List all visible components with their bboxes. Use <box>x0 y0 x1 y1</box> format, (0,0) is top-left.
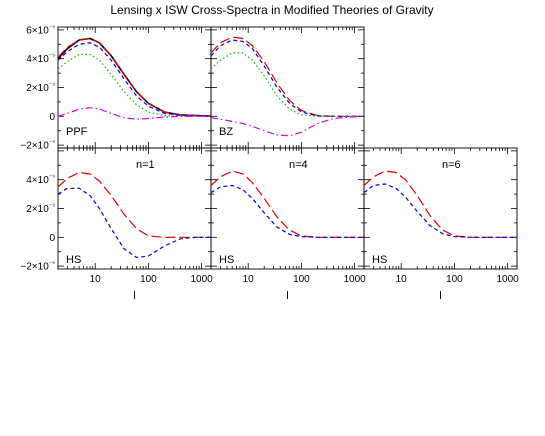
panel-n-label: n=4 <box>289 159 308 171</box>
series-line-red <box>363 170 517 238</box>
y-tick-label: 2×10⁻⁹ <box>26 203 55 215</box>
x-tick-label: 10 <box>243 274 255 285</box>
y-tick-label: 0 <box>49 233 55 244</box>
panel-n-label: n=6 <box>442 159 461 171</box>
panel-frame <box>363 147 518 270</box>
series-line-red <box>57 171 211 238</box>
series-line-red <box>57 37 212 117</box>
panel-label: HS <box>66 254 81 266</box>
x-tick-label: 1000 <box>497 274 520 285</box>
series-line-magenta <box>210 115 365 137</box>
series-line-blue <box>210 184 364 238</box>
x-tick-label: 100 <box>140 274 157 285</box>
panel-label: PPF <box>66 126 88 138</box>
panel-4: HS n=4 10 100 1000 l <box>210 147 367 302</box>
panel-2: BZ <box>210 26 365 149</box>
x-axis-label: l <box>286 290 288 302</box>
y-tick-label: 4×10⁻⁹ <box>26 53 55 65</box>
series-line-blue <box>57 187 211 259</box>
y-tick-label: 6×10⁻⁹ <box>26 24 55 36</box>
panel-frame <box>210 26 365 149</box>
figure-title: Lensing x ISW Cross-Spectra in Modified … <box>110 3 433 17</box>
panel-label: BZ <box>219 126 233 138</box>
panel-label: HS <box>372 254 387 266</box>
panel-3: HS n=1 10 100 1000 l 4×10⁻⁹ 2×10⁻⁹ 0 −2×10⁻⁹ <box>20 147 214 302</box>
series-line-red <box>210 36 364 117</box>
series-line-red <box>210 170 364 238</box>
series-line-magenta <box>57 107 211 120</box>
y-tick-label: 4×10⁻⁹ <box>26 174 55 186</box>
series-line-blue <box>57 42 212 117</box>
panel-frame <box>57 147 212 270</box>
panel-1: PPF 6×10⁻⁹ 4×10⁻⁹ 2×10⁻⁹ 0 −2×10⁻⁹ <box>20 24 212 152</box>
x-tick-label: 10 <box>90 274 102 285</box>
x-axis-label: l <box>439 290 441 302</box>
panel-grid: PPF 6×10⁻⁹ 4×10⁻⁹ 2×10⁻⁹ 0 −2×10⁻⁹ BZ HS n=1 10 10… <box>20 24 519 302</box>
series-line-green <box>210 52 364 117</box>
x-tick-label: 100 <box>293 274 310 285</box>
series-line-green <box>57 53 211 117</box>
series-line-blue <box>210 39 364 117</box>
x-tick-label: 10 <box>396 274 408 285</box>
series-line-blue <box>363 183 517 238</box>
panel-frame <box>210 147 365 270</box>
series-line-black <box>57 37 212 117</box>
x-axis-label: l <box>133 290 135 302</box>
y-tick-label: 0 <box>49 112 55 123</box>
y-tick-label: 2×10⁻⁹ <box>26 82 55 94</box>
x-tick-label: 1000 <box>344 274 367 285</box>
panel-5: HS n=6 10 100 1000 l <box>363 147 520 302</box>
x-tick-label: 1000 <box>191 274 214 285</box>
panel-n-label: n=1 <box>136 159 155 171</box>
y-tick-label: −2×10⁻⁹ <box>20 261 55 273</box>
x-tick-label: 100 <box>446 274 463 285</box>
panel-label: HS <box>219 254 234 266</box>
y-tick-label: −2×10⁻⁹ <box>20 140 55 152</box>
